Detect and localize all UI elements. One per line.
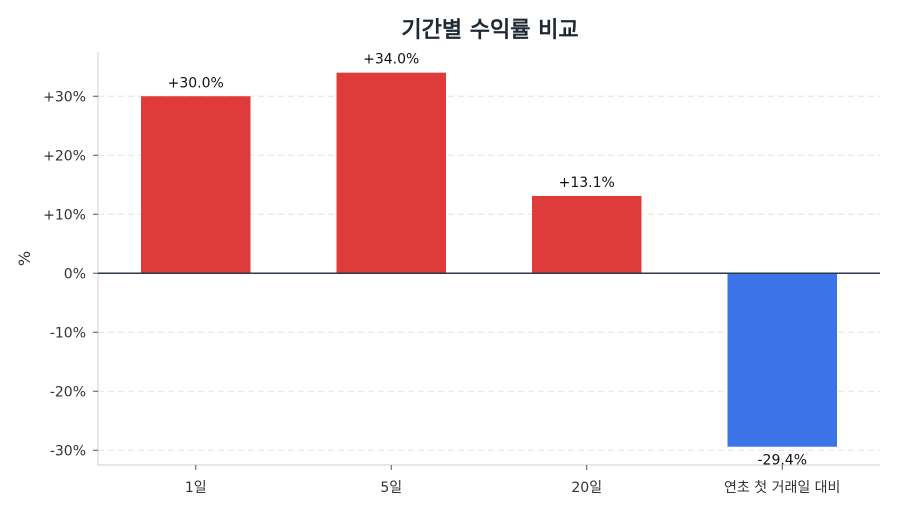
x-tick-label: 연초 첫 거래일 대비 bbox=[724, 480, 840, 496]
y-tick-label: -20% bbox=[50, 384, 86, 400]
y-tick-label: 0% bbox=[64, 266, 86, 282]
bar bbox=[532, 195, 642, 274]
y-tick-label: -10% bbox=[50, 325, 86, 341]
x-tick-label: 20일 bbox=[571, 480, 602, 496]
data-label: -29.4% bbox=[757, 453, 807, 469]
data-label: +30.0% bbox=[168, 75, 224, 91]
y-tick-label: +30% bbox=[43, 89, 86, 105]
data-label: +13.1% bbox=[559, 175, 615, 191]
chart-title: 기간별 수익률 비교 bbox=[401, 18, 579, 43]
y-axis-label: % bbox=[15, 251, 34, 266]
x-tick-label: 5일 bbox=[380, 480, 402, 496]
bar bbox=[141, 96, 251, 274]
y-tick-label: +20% bbox=[43, 148, 86, 164]
x-tick-label: 1일 bbox=[185, 480, 207, 496]
bar bbox=[336, 72, 446, 274]
data-label: +34.0% bbox=[363, 52, 419, 68]
bar bbox=[727, 273, 837, 447]
y-tick-label: +10% bbox=[43, 207, 86, 223]
y-tick-label: -30% bbox=[50, 443, 86, 459]
